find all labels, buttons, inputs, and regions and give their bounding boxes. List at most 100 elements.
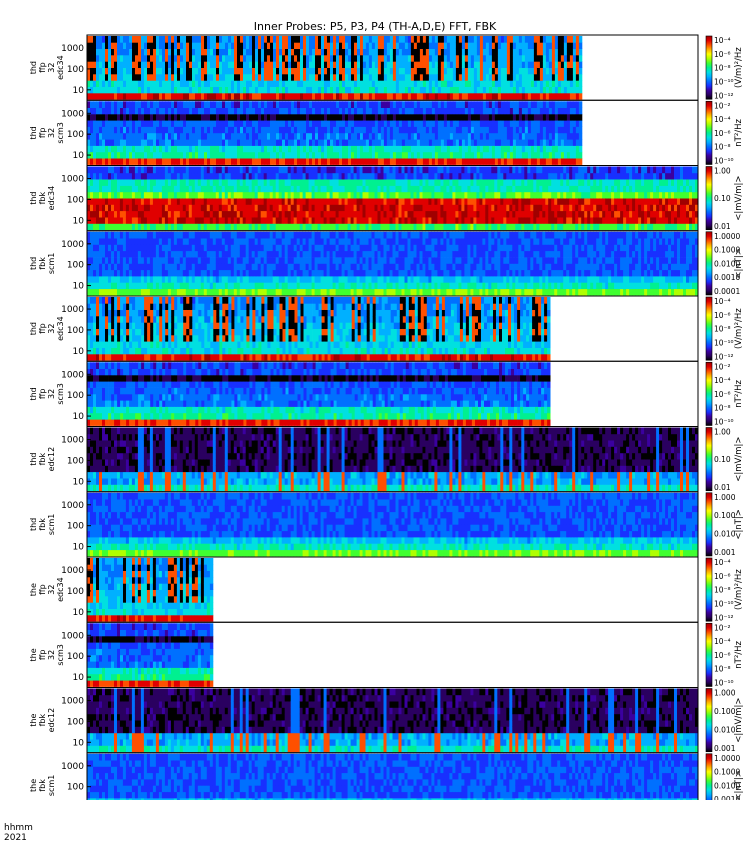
heatmap-cell <box>497 217 500 224</box>
heatmap-cell <box>213 146 216 153</box>
heatmap-cell <box>165 139 168 146</box>
heatmap-cell <box>162 74 165 81</box>
heatmap-cell <box>297 36 300 43</box>
heatmap-cell <box>437 223 440 230</box>
heatmap-cell <box>90 127 93 134</box>
heatmap-cell <box>132 101 135 108</box>
heatmap-cell <box>228 101 231 108</box>
heatmap-cell <box>192 146 195 153</box>
heatmap-cell <box>132 146 135 153</box>
heatmap-cell <box>405 217 408 224</box>
heatmap-cell <box>552 80 555 87</box>
heatmap-cell <box>441 101 444 108</box>
heatmap-cell <box>114 74 117 81</box>
heatmap-cell <box>506 204 509 211</box>
heatmap-cell <box>462 55 465 62</box>
heatmap-cell <box>575 173 578 180</box>
heatmap-cell <box>216 179 219 186</box>
heatmap-cell <box>183 42 186 49</box>
heatmap-cell <box>348 101 351 108</box>
heatmap-cell <box>483 74 486 81</box>
heatmap-cell <box>93 127 96 134</box>
heatmap-cell <box>429 158 432 165</box>
heatmap-cell <box>276 146 279 153</box>
heatmap-cell <box>237 133 240 140</box>
heatmap-cell <box>504 55 507 62</box>
heatmap-cell <box>174 211 177 218</box>
heatmap-cell <box>93 61 96 68</box>
heatmap-cell <box>111 223 114 230</box>
heatmap-cell <box>339 36 342 43</box>
heatmap-cell <box>93 133 96 140</box>
heatmap-cell <box>461 186 464 193</box>
heatmap-cell <box>339 74 342 81</box>
heatmap-cell <box>318 80 321 87</box>
heatmap-cell <box>285 186 288 193</box>
heatmap-cell <box>480 127 483 134</box>
heatmap-cell <box>249 211 252 218</box>
heatmap-cell <box>123 108 126 115</box>
heatmap-cell <box>527 198 530 205</box>
heatmap-cell <box>228 133 231 140</box>
heatmap-cell <box>573 146 576 153</box>
heatmap-cell <box>105 179 108 186</box>
heatmap-cell <box>270 133 273 140</box>
heatmap-cell <box>480 68 483 75</box>
heatmap-cell <box>258 108 261 115</box>
heatmap-cell <box>255 192 258 199</box>
heatmap-cell <box>552 61 555 68</box>
heatmap-cell <box>198 108 201 115</box>
heatmap-cell <box>536 167 539 174</box>
heatmap-cell <box>519 42 522 49</box>
heatmap-cell <box>336 158 339 165</box>
heatmap-cell <box>452 173 455 180</box>
heatmap-cell <box>321 173 324 180</box>
heatmap-cell <box>477 133 480 140</box>
heatmap-cell <box>477 87 480 94</box>
heatmap-cell <box>192 108 195 115</box>
heatmap-cell <box>159 68 162 75</box>
heatmap-cell <box>378 80 381 87</box>
heatmap-cell <box>366 49 369 56</box>
heatmap-cell <box>276 204 279 211</box>
heatmap-cell <box>363 179 366 186</box>
heatmap-cell <box>366 74 369 81</box>
heatmap-cell <box>396 80 399 87</box>
heatmap-cell <box>417 198 420 205</box>
y-tick-label: 100 <box>67 130 84 140</box>
heatmap-cell <box>270 74 273 81</box>
heatmap-cell <box>560 211 563 218</box>
heatmap-cell <box>480 74 483 81</box>
heatmap-cell <box>456 36 459 43</box>
heatmap-cell <box>560 167 563 174</box>
heatmap-cell <box>432 42 435 49</box>
heatmap-cell <box>279 158 282 165</box>
heatmap-cell <box>297 114 300 121</box>
heatmap-cell <box>264 80 267 87</box>
heatmap-cell <box>96 186 99 193</box>
heatmap-cell <box>219 80 222 87</box>
heatmap-cell <box>111 42 114 49</box>
heatmap-cell <box>435 158 438 165</box>
heatmap-cell <box>462 42 465 49</box>
heatmap-cell <box>252 217 255 224</box>
heatmap-cell <box>126 87 129 94</box>
heatmap-cell <box>414 167 417 174</box>
heatmap-cell <box>363 173 366 180</box>
heatmap-cell <box>144 74 147 81</box>
heatmap-cell <box>264 192 267 199</box>
heatmap-cell <box>267 87 270 94</box>
heatmap-cell <box>468 139 471 146</box>
heatmap-cell <box>273 152 276 159</box>
heatmap-cell <box>408 114 411 121</box>
heatmap-cell <box>432 108 435 115</box>
heatmap-cell <box>576 49 579 56</box>
heatmap-cell <box>567 61 570 68</box>
heatmap-cell <box>504 68 507 75</box>
heatmap-cell <box>378 204 381 211</box>
heatmap-cell <box>291 167 294 174</box>
heatmap-cell <box>480 146 483 153</box>
heatmap-cell <box>531 146 534 153</box>
heatmap-cell <box>405 68 408 75</box>
heatmap-cell <box>168 198 171 205</box>
